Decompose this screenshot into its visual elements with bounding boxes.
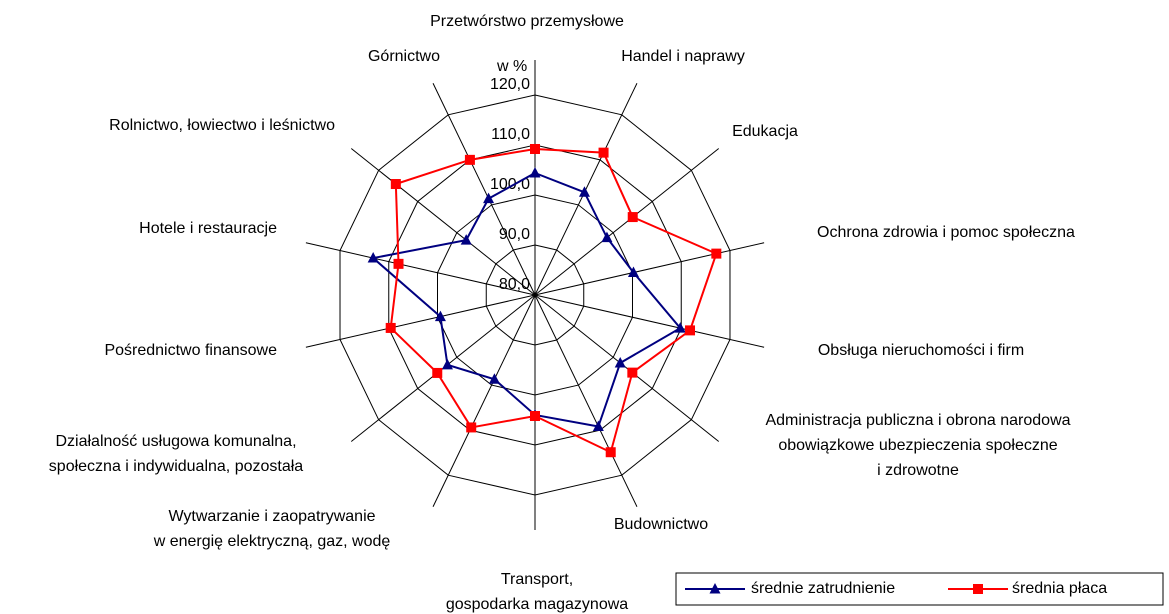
category-label: Ochrona zdrowia i pomoc społeczna (817, 224, 1075, 241)
spoke (534, 294, 720, 442)
marker (530, 144, 540, 154)
category-label: Budownictwo (614, 516, 708, 533)
series-line (370, 171, 682, 428)
legend-label: średnie zatrudnienie (751, 580, 895, 597)
marker (529, 167, 541, 178)
marker (592, 420, 604, 432)
tick-label: 80,0 (499, 276, 530, 293)
marker (601, 231, 613, 243)
spoke (534, 294, 638, 507)
marker (530, 411, 540, 421)
marker (441, 358, 453, 370)
spoke (432, 294, 536, 507)
marker (674, 322, 686, 333)
category-label: Wytwarzanie i zaopatrywanie w energię ele… (153, 508, 391, 550)
axis-label: w % (496, 58, 527, 75)
category-label: Handel i naprawy (621, 48, 745, 65)
category-label: Edukacja (732, 123, 798, 140)
marker (627, 266, 639, 278)
tick-label: 90,0 (499, 226, 530, 243)
marker (393, 258, 404, 269)
category-label: Rolnictwo, łowiectwo i leśnictwo (109, 117, 335, 134)
spoke (350, 148, 536, 296)
spoke (305, 242, 536, 296)
spoke (534, 242, 765, 296)
marker (390, 179, 401, 190)
category-label: Administracja publiczna i obrona narodow… (765, 412, 1070, 479)
legend-label: średnia płaca (1012, 580, 1107, 597)
category-label: Transport,gospodarka magazynowai łącznoś… (446, 571, 628, 614)
marker (483, 192, 495, 204)
tick-label: 120,0 (490, 76, 530, 93)
marker (627, 212, 638, 223)
marker (709, 583, 721, 594)
marker (578, 186, 590, 197)
category-label: Przetwórstwo przemysłowe (430, 13, 624, 30)
category-label: Hotele i restauracje (139, 220, 277, 237)
marker (973, 584, 983, 594)
spoke (534, 294, 765, 348)
marker (466, 422, 477, 433)
marker (434, 310, 446, 322)
marker (614, 356, 626, 368)
marker (598, 147, 609, 158)
marker (605, 447, 616, 458)
marker (685, 325, 696, 336)
series-line (389, 147, 718, 454)
marker (460, 234, 472, 245)
marker (432, 367, 443, 378)
marker (464, 154, 475, 165)
marker (711, 248, 722, 259)
marker (367, 252, 379, 263)
spoke (432, 83, 536, 296)
category-label: Obsługa nieruchomości i firm (818, 342, 1024, 359)
spoke (534, 83, 638, 296)
spoke (534, 148, 720, 296)
category-label: Działalność usługowa komunalna, społeczna… (49, 433, 303, 475)
marker (627, 367, 638, 378)
category-label: Górnictwo (368, 48, 440, 65)
marker (488, 373, 500, 384)
category-label: Pośrednictwo finansowe (104, 342, 277, 359)
tick-label: 110,0 (491, 126, 530, 143)
marker (385, 322, 396, 333)
spoke (305, 294, 536, 348)
legend-box (675, 572, 1164, 606)
